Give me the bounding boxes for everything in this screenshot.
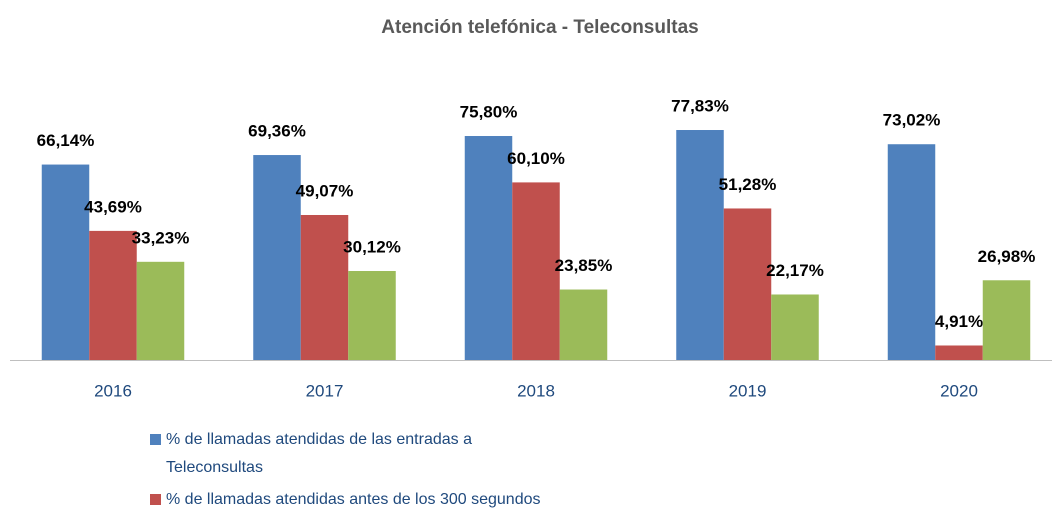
legend-swatch	[150, 434, 161, 445]
bar	[89, 230, 137, 360]
bar	[676, 130, 724, 360]
bar	[559, 289, 608, 360]
legend: % de llamadas atendidas de las entradas …	[150, 426, 686, 512]
data-label: 26,98%	[978, 247, 1036, 266]
legend-item: % de llamadas atendidas de las entradas …	[150, 426, 566, 482]
data-label: 60,10%	[507, 149, 565, 168]
legend-label: % de llamadas atendidas de las entradas …	[166, 431, 472, 476]
bar	[887, 144, 936, 360]
bar	[41, 164, 90, 360]
data-label: 22,17%	[766, 261, 824, 280]
x-tick-label: 2020	[940, 381, 978, 400]
x-tick-label: 2017	[306, 381, 344, 400]
data-label: 4,91%	[935, 312, 983, 331]
bar	[935, 345, 983, 360]
data-label: 23,85%	[555, 256, 613, 275]
legend-label: % de llamadas atendidas antes de los 300…	[166, 491, 541, 508]
data-label: 33,23%	[132, 228, 190, 247]
data-label: 69,36%	[248, 122, 306, 141]
bar	[982, 280, 1031, 360]
bar	[348, 270, 396, 360]
bar	[771, 294, 819, 360]
bar	[300, 214, 349, 360]
data-label: 51,28%	[719, 175, 777, 194]
x-tick-label: 2019	[729, 381, 767, 400]
legend-item: % de llamadas atendidas antes de los 300…	[150, 486, 686, 512]
data-label: 49,07%	[296, 181, 354, 200]
chart-title: Atención telefónica - Teleconsultas	[381, 17, 698, 38]
bar	[723, 208, 772, 360]
x-tick-label: 2018	[517, 381, 555, 400]
data-label: 77,83%	[671, 96, 729, 115]
legend-swatch	[150, 494, 161, 505]
data-label: 73,02%	[883, 111, 941, 130]
data-label: 30,12%	[343, 237, 401, 256]
data-label: 43,69%	[84, 197, 142, 216]
bar	[464, 136, 513, 360]
x-tick-label: 2016	[94, 381, 132, 400]
data-label: 66,14%	[37, 131, 95, 150]
bar	[253, 155, 301, 360]
bar	[512, 182, 560, 360]
bar	[136, 261, 185, 360]
data-label: 75,80%	[460, 102, 518, 121]
